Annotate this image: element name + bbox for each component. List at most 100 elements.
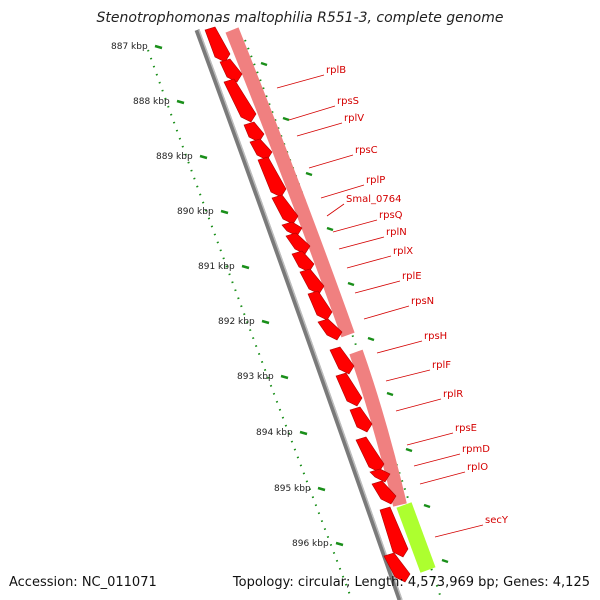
gene-leader [385, 369, 431, 382]
gene-label: rpsQ [379, 210, 403, 221]
gene-leader [332, 219, 378, 233]
kbp-label: 896 kbp [292, 539, 329, 549]
gene-leader [308, 154, 354, 169]
kbp-tick [317, 486, 326, 492]
kbp-tick [280, 374, 289, 380]
outer-tick [305, 171, 313, 177]
gene-label: rplP [366, 175, 385, 186]
gene-block [271, 194, 299, 225]
outer-tick [260, 61, 268, 67]
gene-block [379, 506, 409, 558]
outer-tick [326, 226, 334, 232]
gene-block [219, 58, 243, 83]
gene-block [383, 552, 411, 583]
gene-label: rpsN [411, 296, 434, 307]
outer-tick [441, 558, 449, 564]
gene-block [243, 121, 265, 143]
kbp-labels: 887 kbp 888 kbp 889 kbp 890 kbp 891 kbp 892 k… [111, 42, 329, 549]
kbp-label: 892 kbp [218, 317, 255, 327]
gene-leader [413, 453, 461, 467]
gene-block [204, 26, 231, 63]
accession-text: Accession: NC_011071 [9, 575, 157, 590]
gene-label: rplX [393, 246, 413, 257]
gene-leader [376, 340, 423, 354]
gene-leader [419, 471, 466, 485]
outer-tick [367, 336, 375, 342]
genome-summary-text: Topology: circular; Length: 4,573,969 bp… [232, 575, 590, 590]
gene-block [335, 372, 363, 407]
gene-leader [288, 105, 336, 121]
gene-block [299, 268, 325, 295]
gene-block [369, 468, 391, 483]
gene-leader [326, 203, 345, 217]
gene-label-leaders [276, 74, 484, 538]
gene-block [349, 406, 373, 433]
gene-label: rpsH [424, 331, 447, 342]
kbp-label: 893 kbp [237, 372, 274, 382]
gene-block [307, 290, 333, 321]
gene-leader [346, 255, 392, 269]
kbp-tick [220, 209, 229, 215]
gene-label: rplE [402, 271, 422, 282]
gene-label: rplF [432, 360, 451, 371]
gene-label: secY [485, 515, 509, 526]
kbp-tick [176, 99, 185, 105]
gene-block [257, 156, 287, 198]
gene-blocks [204, 26, 411, 583]
gene-leader [276, 74, 325, 89]
gene-label: rplN [386, 227, 407, 238]
kbp-tick [154, 44, 163, 50]
kbp-label: 895 kbp [274, 484, 311, 494]
gene-label: Smal_0764 [346, 194, 401, 205]
light-gene-track-2 [349, 349, 407, 507]
secY-gene [396, 502, 436, 573]
map-title: Stenotrophomonas maltophilia R551-3, com… [96, 10, 504, 26]
gene-leader [320, 184, 365, 199]
kbp-label: 894 kbp [256, 428, 293, 438]
backbone [194, 29, 403, 600]
backbone-highlight [198, 29, 403, 600]
gene-leader [363, 305, 410, 320]
gene-block [317, 318, 343, 341]
outer-tick [282, 116, 290, 122]
gene-label: rpsE [455, 423, 477, 434]
gene-block [355, 436, 385, 473]
gene-block [281, 221, 303, 237]
kbp-tick [261, 319, 270, 325]
outer-tick [405, 447, 413, 453]
gene-labels: rplB rpsS rplV rpsC rplP Smal_0764 rpsQ rplN rpl… [326, 65, 509, 526]
kbp-label: 887 kbp [111, 42, 148, 52]
gene-label: rplB [326, 65, 346, 76]
gene-block [285, 232, 311, 255]
gene-label: rpsS [337, 96, 359, 107]
gene-block [371, 480, 397, 505]
kbp-tick [241, 264, 250, 270]
gene-block [223, 78, 257, 123]
gene-leader [296, 122, 343, 137]
gene-label: rpsC [355, 145, 378, 156]
gene-block [291, 250, 315, 273]
gene-block [249, 138, 273, 161]
kbp-tick [199, 154, 208, 160]
kbp-ticks [154, 44, 449, 564]
outer-tick [386, 391, 394, 397]
kbp-tick [299, 430, 308, 436]
outer-tick [423, 503, 431, 509]
outer-dotted-ring [244, 39, 441, 596]
kbp-label: 890 kbp [177, 207, 214, 217]
outer-tick [347, 281, 355, 287]
gene-leader [406, 432, 454, 446]
kbp-label: 888 kbp [133, 97, 170, 107]
kbp-tick [335, 541, 344, 547]
kbp-label: 891 kbp [198, 262, 235, 272]
gene-leader [434, 524, 484, 538]
gene-block [329, 346, 355, 375]
gene-label: rpmD [462, 444, 490, 455]
gene-label: rplR [443, 389, 463, 400]
gene-leader [395, 398, 442, 412]
gene-label: rplO [467, 462, 488, 473]
gene-leader [338, 236, 385, 250]
gene-leader [354, 280, 401, 294]
gene-label: rplV [344, 113, 364, 124]
